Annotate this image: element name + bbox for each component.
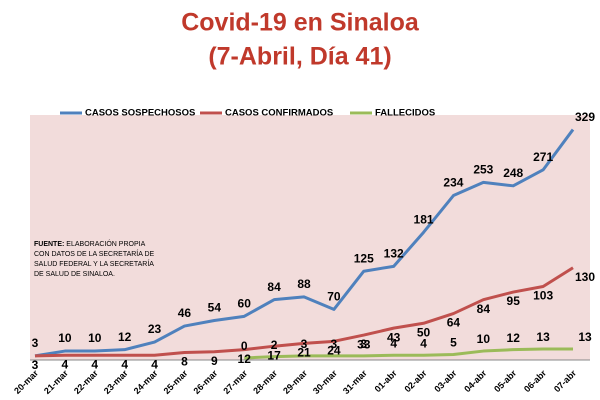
data-label: 10: [88, 331, 102, 345]
data-label: 12: [507, 331, 521, 345]
data-label: 0: [241, 339, 248, 353]
legend-label: CASOS CONFIRMADOS: [225, 108, 333, 119]
x-tick-label: 22-mar: [72, 368, 100, 396]
x-tick-label: 24-mar: [132, 368, 160, 396]
data-label: 84: [477, 302, 491, 316]
data-label: 88: [297, 277, 311, 291]
data-label: 10: [58, 331, 72, 345]
x-tick-label: 06-abr: [522, 368, 549, 395]
plot-area: [30, 115, 590, 360]
data-label: 3: [32, 336, 39, 350]
series-line: [244, 347, 573, 360]
data-label: 23: [148, 322, 162, 336]
data-label: 24: [327, 344, 341, 358]
annotation-line: SALUD FEDERAL Y LA SECRETARÍA: [34, 259, 154, 268]
legend-label: CASOS SOSPECHOSOS: [85, 108, 195, 119]
data-label: 64: [447, 316, 461, 330]
data-label: 84: [267, 280, 281, 294]
data-label: 70: [327, 290, 341, 304]
x-tick-label: 28-mar: [251, 368, 279, 396]
data-label: 132: [384, 247, 404, 261]
annotation: FUENTE: ELABORACIÓN PROPIA CON DATOS DE …: [34, 239, 155, 278]
x-tick-label: 25-mar: [162, 368, 190, 396]
data-label: 271: [533, 150, 553, 164]
x-tick-label: 01-abr: [373, 368, 400, 395]
x-tick-label: 26-mar: [191, 368, 219, 396]
data-label: 4: [121, 357, 128, 371]
x-tick-label: 30-mar: [311, 368, 339, 396]
x-tick-label: 31-mar: [341, 368, 369, 396]
data-label: 13: [536, 330, 550, 344]
x-tick-label: 29-mar: [281, 368, 309, 396]
data-label: 33: [357, 337, 371, 351]
data-label: 4: [62, 357, 69, 371]
data-label: 50: [417, 325, 431, 339]
x-tick-label: 03-abr: [432, 368, 459, 395]
data-label: 130: [575, 270, 595, 284]
data-label: 12: [118, 330, 132, 344]
data-label: 3: [360, 337, 367, 351]
data-label: 8: [181, 355, 188, 369]
chart-subtitle: (7-Abril, Día 41): [208, 43, 391, 71]
data-label: 43: [387, 330, 401, 344]
data-label: 103: [533, 289, 553, 303]
data-label: 3: [32, 358, 39, 372]
data-label: 4: [390, 336, 397, 350]
x-tick-label: 05-abr: [492, 368, 519, 395]
data-label: 253: [473, 163, 493, 177]
data-label: 329: [575, 110, 595, 124]
data-label: 21: [297, 346, 311, 360]
data-label: 13: [578, 330, 592, 344]
data-label: 60: [238, 297, 252, 311]
data-label: 248: [503, 166, 523, 180]
data-label: 125: [354, 251, 374, 265]
data-label: 12: [238, 352, 252, 366]
annotation-text: ELABORACIÓN PROPIA: [66, 239, 145, 248]
annotation-line: CON DATOS DE LA SECRETARÍA DE: [34, 249, 155, 258]
annotation-line: DE SALUD DE SINALOA.: [34, 271, 115, 278]
data-label: 3: [301, 337, 308, 351]
x-tick-label: 21-mar: [42, 368, 70, 396]
data-label: 4: [91, 357, 98, 371]
data-label: 54: [208, 301, 222, 315]
annotation-line: FUENTE: ELABORACIÓN PROPIA: [34, 239, 146, 248]
x-tick-label: 27-mar: [221, 368, 249, 396]
data-label: 95: [507, 294, 521, 308]
data-label: 4: [151, 357, 158, 371]
x-tick-label: 02-abr: [402, 368, 429, 395]
data-label: 17: [267, 348, 281, 362]
data-label: 46: [178, 306, 192, 320]
data-label: 4: [420, 336, 427, 350]
data-label: 10: [477, 332, 491, 346]
x-tick-label: 23-mar: [102, 368, 130, 396]
data-label: 5: [450, 336, 457, 350]
chart-title: Covid-19 en Sinaloa: [181, 9, 420, 37]
series-line: [34, 128, 575, 358]
series-line: [34, 266, 574, 358]
data-label: 9: [211, 354, 218, 368]
data-label: 234: [443, 176, 463, 190]
annotation-label: FUENTE:: [34, 241, 64, 248]
data-label: 3: [331, 337, 338, 351]
x-tick-label: 04-abr: [462, 368, 489, 395]
x-tick-label: 07-abr: [552, 368, 579, 395]
data-label: 2: [271, 338, 278, 352]
legend-label: FALLECIDOS: [375, 108, 435, 119]
data-label: 181: [414, 213, 434, 227]
